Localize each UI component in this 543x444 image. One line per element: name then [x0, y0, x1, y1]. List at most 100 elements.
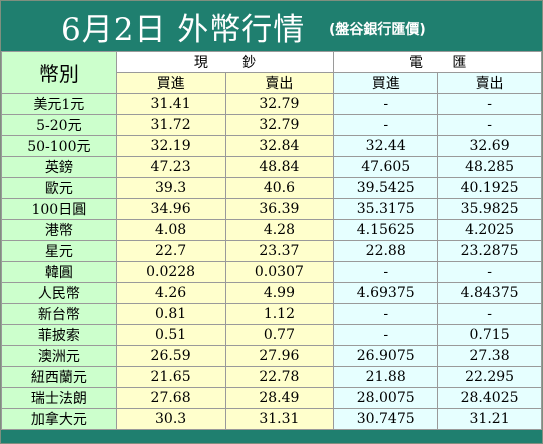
transfer-buy-rate: 47.605 [333, 156, 439, 178]
transfer-sell-rate: - [437, 261, 542, 283]
currency-column-header: 幣別 [1, 51, 117, 94]
transfer-buy-rate: 35.3175 [333, 198, 439, 220]
table-row: 港幣 4.08 4.28 4.15625 4.2025 [1, 219, 542, 241]
currency-name: 星元 [1, 240, 117, 262]
table-row: 100日圓 34.96 36.39 35.3175 35.9825 [1, 198, 542, 220]
cash-buy-rate: 0.51 [115, 324, 226, 346]
table-row: 澳洲元 26.59 27.96 26.9075 27.38 [1, 345, 542, 367]
transfer-buy-rate: 21.88 [333, 366, 439, 388]
cash-sell-rate: 32.84 [224, 135, 335, 157]
cash-sell-rate: 1.12 [224, 303, 335, 325]
transfer-sell-header: 賣出 [437, 72, 542, 94]
table-row: 星元 22.7 23.37 22.88 23.2875 [1, 240, 542, 262]
transfer-sell-rate: 27.38 [437, 345, 542, 367]
currency-name: 韓圓 [1, 261, 117, 283]
table-row: 5-20元 31.72 32.79- - [1, 114, 542, 136]
transfer-group-char-2: 匯 [452, 55, 467, 71]
cash-buy-rate: 4.26 [115, 282, 226, 304]
transfer-sell-rate: 23.2875 [437, 240, 542, 262]
currency-name: 100日圓 [1, 198, 117, 220]
cash-sell-rate: 0.77 [224, 324, 335, 346]
header-banner: 6月2日 外幣行情 (盤谷銀行匯價) [1, 1, 542, 51]
transfer-buy-rate: 4.15625 [333, 219, 439, 241]
transfer-buy-rate: 22.88 [333, 240, 439, 262]
table-row: 加拿大元 30.3 31.31 30.7475 31.21 [1, 408, 542, 430]
currency-name: 加拿大元 [1, 408, 117, 430]
currency-name: 紐西蘭元 [1, 366, 117, 388]
cash-buy-rate: 27.68 [115, 387, 226, 409]
table-row: 50-100元 32.19 32.84 32.44 32.69 [1, 135, 542, 157]
table-row: 人民幣 4.26 4.99 4.69375 4.84375 [1, 282, 542, 304]
transfer-buy-rate: 30.7475 [333, 408, 439, 430]
transfer-sell-rate: 22.295 [437, 366, 542, 388]
transfer-sell-rate: 0.715 [437, 324, 542, 346]
table-row: 新台幣 0.81 1.12- - [1, 303, 542, 325]
currency-name: 港幣 [1, 219, 117, 241]
cash-sell-rate: 31.31 [224, 408, 335, 430]
cash-sell-rate: 36.39 [224, 198, 335, 220]
transfer-buy-rate: 39.5425 [333, 177, 439, 199]
cash-sell-rate: 4.99 [224, 282, 335, 304]
transfer-buy-rate: - [333, 261, 439, 283]
cash-buy-rate: 39.3 [115, 177, 226, 199]
cash-sell-rate: 0.0307 [224, 261, 335, 283]
exchange-rate-table: 幣別 現 鈔 電 匯 買進 賣出 買進 賣出 [1, 51, 542, 430]
table-row: 菲披索 0.51 0.77-0.715 [1, 324, 542, 346]
cash-buy-header: 買進 [115, 72, 226, 94]
transfer-sell-rate: - [437, 93, 542, 115]
currency-name: 瑞士法朗 [1, 387, 117, 409]
transfer-sell-rate: 4.84375 [437, 282, 542, 304]
cash-buy-rate: 0.0228 [115, 261, 226, 283]
currency-name: 人民幣 [1, 282, 117, 304]
transfer-buy-rate: 4.69375 [333, 282, 439, 304]
cash-group-char-1: 現 [193, 55, 208, 71]
cash-buy-rate: 34.96 [115, 198, 226, 220]
rate-rows: 美元1元 31.41 32.79- -5-20元 31.72 32.79- -50-100元… [1, 93, 542, 430]
currency-name: 歐元 [1, 177, 117, 199]
cash-sell-rate: 40.6 [224, 177, 335, 199]
cash-buy-rate: 31.41 [115, 93, 226, 115]
transfer-group-char-1: 電 [408, 55, 423, 71]
page-title: 6月2日 外幣行情 [61, 12, 306, 48]
cash-buy-rate: 0.81 [115, 303, 226, 325]
cash-sell-rate: 23.37 [224, 240, 335, 262]
cash-buy-rate: 31.72 [115, 114, 226, 136]
cash-group-header: 現 鈔 [115, 51, 335, 73]
cash-group-char-2: 鈔 [242, 55, 257, 71]
transfer-sell-rate: - [437, 114, 542, 136]
transfer-buy-rate: - [333, 324, 439, 346]
transfer-sell-rate: 32.69 [437, 135, 542, 157]
transfer-sell-rate: - [437, 303, 542, 325]
cash-sell-rate: 27.96 [224, 345, 335, 367]
cash-buy-rate: 47.23 [115, 156, 226, 178]
cash-buy-rate: 32.19 [115, 135, 226, 157]
table-row: 瑞士法朗 27.68 28.49 28.0075 28.4025 [1, 387, 542, 409]
transfer-sell-rate: 28.4025 [437, 387, 542, 409]
transfer-buy-rate: 28.0075 [333, 387, 439, 409]
transfer-buy-rate: - [333, 114, 439, 136]
transfer-buy-rate: 32.44 [333, 135, 439, 157]
transfer-sell-rate: 48.285 [437, 156, 542, 178]
transfer-group-header: 電 匯 [333, 51, 542, 73]
transfer-sell-rate: 35.9825 [437, 198, 542, 220]
table-row: 美元1元 31.41 32.79- - [1, 93, 542, 115]
transfer-sell-rate: 31.21 [437, 408, 542, 430]
cash-sell-rate: 4.28 [224, 219, 335, 241]
cash-sell-rate: 22.78 [224, 366, 335, 388]
currency-name: 5-20元 [1, 114, 117, 136]
currency-name: 新台幣 [1, 303, 117, 325]
table-row: 歐元 39.3 40.6 39.5425 40.1925 [1, 177, 542, 199]
cash-buy-rate: 26.59 [115, 345, 226, 367]
transfer-sell-rate: 40.1925 [437, 177, 542, 199]
cash-buy-rate: 21.65 [115, 366, 226, 388]
table-row: 英鎊 47.23 48.84 47.605 48.285 [1, 156, 542, 178]
cash-sell-rate: 32.79 [224, 93, 335, 115]
currency-name: 菲披索 [1, 324, 117, 346]
currency-name: 美元1元 [1, 93, 117, 115]
cash-buy-rate: 30.3 [115, 408, 226, 430]
bank-source-label: (盤谷銀行匯價) [329, 22, 426, 38]
cash-sell-header: 賣出 [224, 72, 335, 94]
cash-sell-rate: 48.84 [224, 156, 335, 178]
transfer-buy-rate: - [333, 93, 439, 115]
